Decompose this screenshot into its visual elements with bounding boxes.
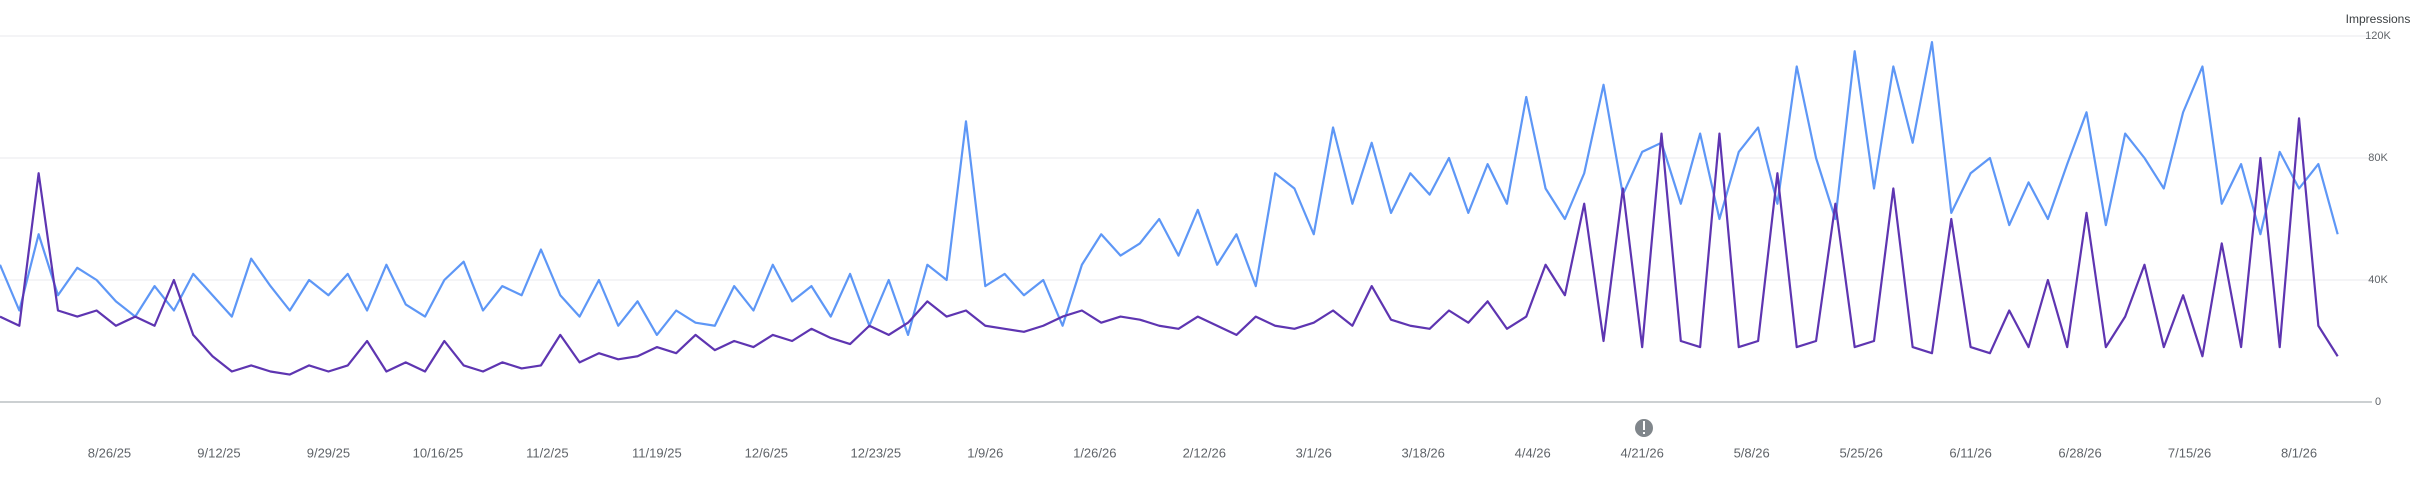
x-tick-label: 3/18/26 [1402,445,1445,460]
annotation-glyph [1643,432,1645,434]
x-tick-label: 6/28/26 [2058,445,2101,460]
x-tick-label: 8/1/26 [2281,445,2317,460]
x-tick-label: 4/21/26 [1620,445,1663,460]
y-tick-label: 80K [2368,152,2388,164]
x-tick-label: 2/12/26 [1183,445,1226,460]
x-tick-label: 12/6/25 [745,445,788,460]
x-tick-label: 4/4/26 [1515,445,1551,460]
y-tick-label: 0 [2375,396,2381,408]
x-tick-label: 12/23/25 [851,445,902,460]
y-axis-title: Impressions [2346,12,2411,26]
x-tick-label: 11/19/25 [632,445,682,460]
x-tick-label: 6/11/26 [1949,445,1991,460]
x-tick-label: 1/26/26 [1073,445,1116,460]
x-tick-label: 10/16/25 [413,445,464,460]
x-tick-label: 1/9/26 [967,445,1003,460]
y-tick-label: 40K [2368,274,2388,286]
series-line [0,117,2339,376]
series-line [0,41,2339,336]
plot: 0 40K 80K 120K 8/26/25 9/12/25 9/29/25 10/16/25… [0,30,2392,460]
x-tick-label: 7/15/26 [2168,445,2211,460]
y-tick-label: 120K [2365,30,2391,42]
x-tick-label: 3/1/26 [1296,445,1332,460]
annotation-pin [1635,419,1653,437]
annotation-glyph [1643,421,1645,430]
x-tick-label: 5/8/26 [1734,445,1770,460]
x-tick-label: 11/2/25 [526,445,568,460]
x-tick-label: 9/29/25 [307,445,350,460]
x-tick-label: 9/12/25 [197,445,240,460]
x-tick-label: 8/26/25 [88,445,131,460]
x-tick-label: 5/25/26 [1839,445,1882,460]
